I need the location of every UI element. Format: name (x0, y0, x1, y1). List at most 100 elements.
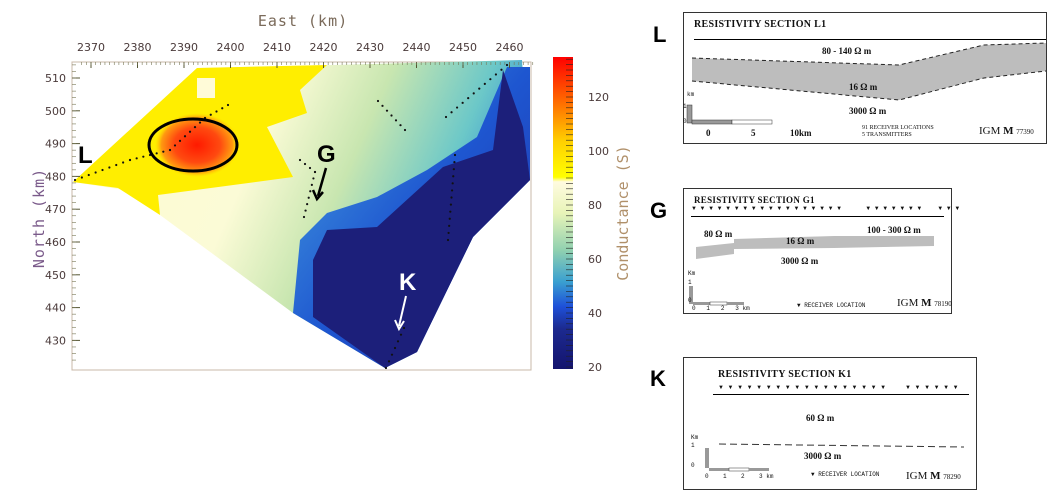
surface-line (691, 216, 944, 217)
receiver-point (193, 126, 197, 129)
x-tick-label: 2430 (356, 41, 384, 54)
scale-h: 0 1 2 3 km (705, 473, 774, 480)
receiver-point (178, 139, 182, 142)
y-tick-label: 450 (45, 269, 66, 282)
basement-label: 3000 Ω m (804, 451, 842, 461)
scale-v-0: 0 (688, 297, 692, 304)
section-title: RESISTIVITY SECTION G1 (694, 195, 815, 205)
receiver-point (155, 152, 158, 155)
receiver-point (483, 82, 486, 86)
y-tick-label: 470 (45, 203, 66, 216)
scale-v-0: 0 (683, 118, 687, 125)
receiver-point (302, 215, 306, 219)
resistivity-section-G1: RESISTIVITY SECTION G1 ▼▼▼▼▼▼▼▼▼▼▼▼▼▼▼▼▼… (683, 188, 960, 314)
receiver-point (215, 110, 218, 113)
colorbar-tick-label: 40 (588, 307, 602, 320)
receiver-point (381, 104, 384, 107)
scale-unit: Km (691, 434, 699, 441)
section-title: RESISTIVITY SECTION K1 (718, 369, 852, 380)
y-tick-label: 440 (45, 302, 66, 315)
receiver-point (94, 171, 97, 174)
receiver-point (308, 166, 312, 170)
receiver-point (80, 176, 83, 179)
scale-v-0: 0 (691, 462, 695, 469)
x-tick-label: 2420 (310, 41, 338, 54)
section-marker-K: K (650, 366, 666, 391)
x-tick-label: 2410 (263, 41, 291, 54)
receiver-point (451, 182, 454, 185)
receiver-point (304, 209, 307, 212)
receiver-point (376, 99, 380, 103)
receiver-point (306, 203, 309, 206)
scale-h: 0 1 2 3 km (692, 305, 750, 312)
x-tick-label: 2370 (77, 41, 105, 54)
receiver-point (226, 103, 230, 107)
section-marker-G: G (650, 198, 668, 223)
receiver-point (115, 163, 118, 167)
receiver-point (221, 107, 224, 110)
right-layer-label: 100 - 300 Ω m (867, 225, 921, 235)
conductance-maximum (155, 113, 239, 177)
receiver-point (162, 150, 165, 153)
resistivity-section-L1: RESISTIVITY SECTION L1 80 - 140 Ω m 16 Ω… (683, 12, 1047, 144)
label-G: G (317, 141, 336, 168)
receiver-point (101, 168, 104, 172)
scale-unit: km (687, 91, 695, 98)
note-receivers: 91 RECEIVER LOCATIONS (862, 125, 934, 131)
y-tick-label: 430 (45, 334, 66, 347)
scale-h-0: 0 (706, 128, 711, 138)
receiver-markers: ▼▼▼▼▼▼▼▼▼▼▼▼▼▼▼▼▼▼ ▼▼▼▼▼▼ (718, 385, 963, 391)
surface-line (694, 39, 1046, 40)
conductor-layer (686, 42, 1046, 125)
basement-label: 3000 Ω m (849, 106, 887, 116)
upper-layer-label: 60 Ω m (806, 413, 835, 423)
receiver-point (444, 115, 448, 119)
igm-logo: IGM M 78190 (897, 297, 952, 309)
anomaly-ellipse (147, 117, 239, 173)
receiver-point (500, 68, 503, 71)
receiver-point (453, 153, 457, 157)
x-tick-label: 2380 (124, 41, 152, 54)
colorbar-tick-label: 20 (588, 361, 602, 374)
receiver-point (446, 238, 450, 242)
receiver-point (298, 158, 302, 162)
receiver-point (467, 96, 470, 100)
receiver-point (168, 148, 172, 152)
receiver-point (449, 203, 453, 206)
colorbar-tick-label: 80 (588, 199, 602, 212)
receiver-point (399, 124, 402, 127)
resistivity-section-K1: RESISTIVITY SECTION K1 ▼▼▼▼▼▼▼▼▼▼▼▼▼▼▼▼▼… (683, 357, 977, 490)
colorbar (553, 57, 573, 369)
receiver-point (494, 73, 498, 76)
low-region-patch (197, 78, 215, 98)
colorbar-label: Conductance (S) (614, 145, 632, 280)
receiver-point (447, 231, 450, 235)
receiver-point (394, 119, 398, 122)
upper-layer-label: 80 - 140 Ω m (822, 46, 872, 56)
receiver-point (448, 217, 451, 220)
section-marker-L: L (653, 22, 667, 47)
x-tick-label: 2460 (496, 41, 524, 54)
receiver-point (122, 161, 125, 164)
igm-logo: IGM M 78290 (906, 470, 961, 482)
y-tick-label: 480 (45, 170, 66, 183)
conductor-layer (689, 236, 934, 306)
y-tick-label: 500 (45, 105, 66, 118)
receiver-point (450, 189, 454, 192)
receiver-point (303, 162, 307, 166)
receiver-point (307, 196, 310, 199)
receiver-point (390, 353, 394, 356)
receiver-point (312, 177, 315, 180)
conductor-label: 16 Ω m (786, 236, 815, 246)
note-receiver-location: ▼ RECEIVER LOCATION (811, 471, 880, 478)
receiver-markers: ▼▼▼▼▼▼▼▼▼▼▼▼▼▼▼▼▼▼ ▼▼▼▼▼▼▼ ▼▼▼ (691, 206, 963, 212)
arrow-K (394, 295, 407, 332)
receiver-point (452, 168, 455, 171)
colorbar-tick-label: 100 (588, 145, 609, 158)
receiver-point (403, 128, 407, 132)
receiver-point (142, 155, 145, 158)
y-tick-label: 460 (45, 236, 66, 249)
receiver-point (449, 210, 452, 213)
arrow-G (311, 167, 328, 202)
